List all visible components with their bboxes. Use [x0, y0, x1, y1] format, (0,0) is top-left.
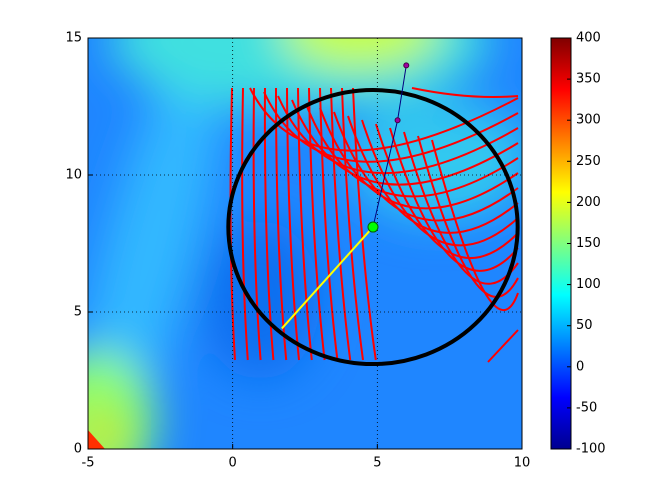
contour-line	[277, 95, 519, 175]
current-point	[367, 221, 379, 233]
x-tick-label: 10	[514, 456, 531, 471]
contour-line	[403, 131, 519, 285]
colorbar-tick-label: 50	[576, 318, 593, 333]
colorbar-tick-label: 350	[576, 72, 601, 87]
x-tick-label: 0	[229, 456, 237, 471]
contour-line	[411, 87, 519, 98]
contour-line	[319, 87, 339, 361]
axes-box	[87, 37, 523, 450]
colorbar-tick-label: 250	[576, 154, 601, 169]
x-tick-label: -5	[82, 456, 95, 471]
trust-region	[226, 88, 520, 367]
y-tick-label: 10	[65, 168, 82, 183]
contour-line	[333, 111, 519, 222]
colorbar-tick-label: 200	[576, 195, 601, 210]
contour-lines	[229, 87, 519, 363]
path-point	[403, 62, 410, 69]
colorbar-tick-label: -100	[576, 442, 606, 457]
colorbar-tick-label: 400	[576, 31, 601, 46]
contour-line	[241, 87, 249, 361]
contour-line	[431, 139, 519, 312]
colorbar-tick-label: 100	[576, 277, 601, 292]
colorbar-tick-label: 300	[576, 113, 601, 128]
y-tick-label: 15	[65, 31, 82, 46]
path-point	[394, 117, 401, 124]
contour-line	[229, 87, 236, 361]
colorbar-tick-label: -50	[576, 400, 597, 415]
colorbar-tick-label: 0	[576, 359, 584, 374]
x-tick-label: 5	[373, 456, 381, 471]
contour-line	[297, 87, 313, 361]
y-tick-label: 0	[74, 442, 82, 457]
contour-line	[305, 103, 519, 198]
contour-line	[417, 135, 519, 298]
contour-line	[389, 127, 519, 272]
step-line	[281, 226, 374, 330]
contour-line	[352, 87, 377, 361]
colorbar-tick-label: 150	[576, 236, 601, 251]
contour-line	[308, 87, 326, 361]
contour-line	[252, 87, 262, 361]
contour-line	[275, 87, 288, 361]
contour-line	[330, 87, 352, 361]
y-tick-label: 5	[74, 305, 82, 320]
contour-line	[341, 87, 364, 361]
contour-line	[263, 87, 275, 361]
contour-line	[487, 329, 519, 363]
